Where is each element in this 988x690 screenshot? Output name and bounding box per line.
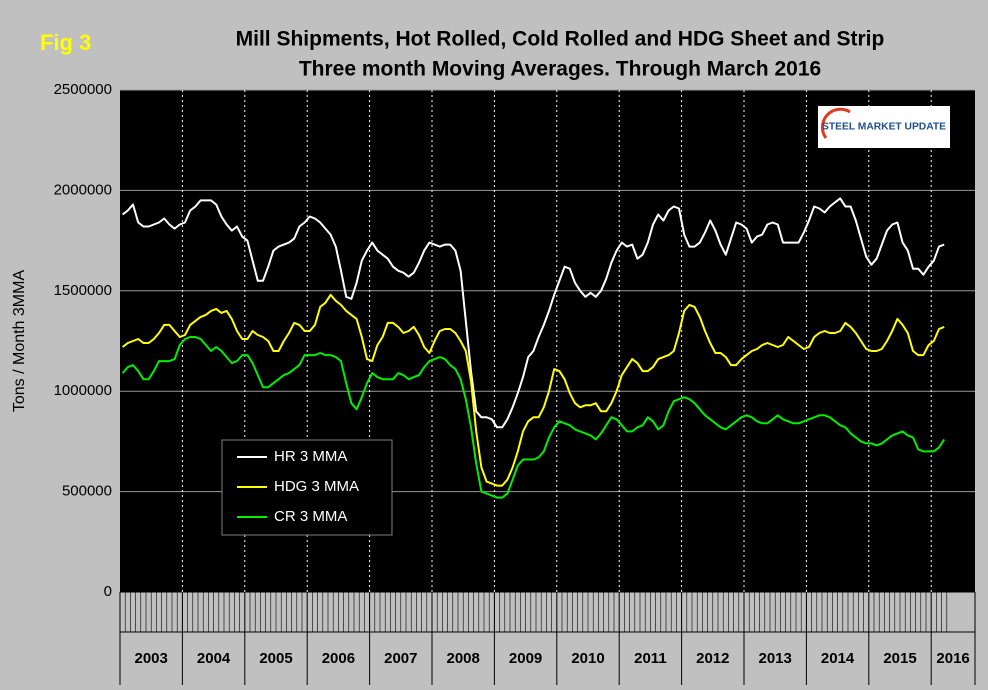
x-tick-label: 2003	[135, 650, 168, 667]
y-tick-label: 1000000	[54, 382, 112, 399]
y-tick-label: 0	[104, 583, 112, 600]
x-tick-label: 2009	[509, 650, 542, 667]
x-tick-label: 2004	[197, 650, 231, 667]
logo: STEEL MARKET UPDATE	[818, 106, 950, 148]
y-tick-label: 1500000	[54, 282, 112, 299]
y-axis-label: Tons / Month 3MMA	[11, 270, 28, 413]
legend-label: HDG 3 MMA	[274, 478, 359, 495]
series-line	[121, 336, 946, 499]
chart-subtitle: Three month Moving Averages. Through Mar…	[299, 58, 821, 81]
logo-text: STEEL MARKET UPDATE	[822, 122, 946, 133]
chart-title: Mill Shipments, Hot Rolled, Cold Rolled …	[236, 28, 885, 51]
y-tick-label: 2000000	[54, 181, 112, 198]
x-tick-label: 2008	[447, 650, 480, 667]
x-tick-label: 2006	[322, 650, 355, 667]
x-tick-label: 2010	[571, 650, 604, 667]
logo-swoosh	[821, 107, 851, 139]
x-tick-label: 2014	[821, 650, 855, 667]
legend-label: CR 3 MMA	[274, 508, 347, 525]
x-tick-label: 2015	[883, 650, 916, 667]
figure-label: Fig 3	[40, 30, 91, 55]
series-line	[121, 293, 945, 487]
x-tick-label: 2012	[696, 650, 729, 667]
x-tick-label: 2005	[259, 650, 292, 667]
x-tick-label: 2011	[634, 650, 667, 667]
x-tick-label: 2013	[759, 650, 792, 667]
series-line	[121, 197, 945, 429]
x-tick-label: 2007	[384, 650, 417, 667]
logo-box	[818, 106, 950, 148]
x-tick-label: 2016	[936, 650, 969, 667]
y-tick-label: 500000	[62, 483, 112, 500]
y-tick-label: 2500000	[54, 81, 112, 98]
legend-label: HR 3 MMA	[274, 448, 347, 465]
